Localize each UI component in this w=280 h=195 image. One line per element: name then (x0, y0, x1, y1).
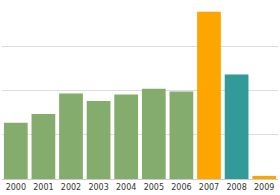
svg-text:2009: 2009 (254, 183, 274, 192)
svg-text:2000: 2000 (6, 183, 26, 192)
svg-text:2003: 2003 (88, 183, 108, 192)
svg-text:2005: 2005 (144, 183, 164, 192)
svg-text:2007: 2007 (199, 183, 219, 192)
svg-text:2006: 2006 (171, 183, 191, 192)
svg-text:2008: 2008 (226, 183, 246, 192)
svg-text:2002: 2002 (61, 183, 81, 192)
svg-text:2001: 2001 (33, 183, 53, 192)
svg-text:2004: 2004 (116, 183, 136, 192)
